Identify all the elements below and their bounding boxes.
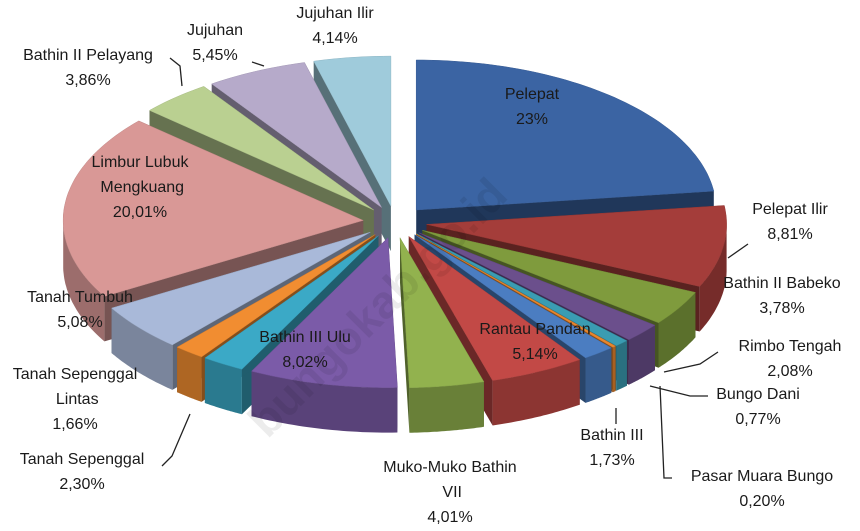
slice-wall [177,347,202,402]
value-label: 4,01% [427,509,472,526]
slice [422,230,696,324]
category-label: Tanah Tumbuh [27,289,133,306]
value-label: 8,02% [282,354,327,371]
slice [313,55,392,207]
category-label: Bathin III [580,427,643,444]
slice-wall [204,358,242,415]
category-label: Pelepat Ilir [752,201,828,218]
slice-wall [612,346,616,393]
slice [414,234,612,359]
value-label: 2,08% [767,363,812,380]
value-label: 4,14% [312,30,357,47]
category-label: Bathin II Pelayang [23,47,153,64]
slice-wall [111,308,173,390]
value-label: 1,73% [589,452,634,469]
slice [111,231,371,346]
value-label: 8,81% [767,226,812,243]
category-label: Bungo Dani [716,386,800,403]
category-label: Pelepat [505,86,560,103]
slice [204,235,379,370]
slice [148,86,374,211]
category-label: Bathin III Ulu [259,329,351,346]
leader-line [727,243,749,259]
category-label: Bathin II Babeko [723,275,841,292]
slice [408,236,581,381]
slice-wall [409,381,484,433]
category-label: Tanah Sepenggal Lintas [13,366,138,408]
slice-wall [492,359,580,426]
slice [426,205,727,287]
value-label: 3,78% [759,300,804,317]
slice [251,237,398,388]
slice [211,62,382,208]
value-label: 0,20% [739,493,784,510]
category-label: Rimbo Tengah [739,338,842,355]
value-label: 0,77% [735,411,780,428]
slice-wall [699,224,727,332]
category-label: Jujuhan Ilir [296,5,374,22]
category-label: Tanah Sepenggal [20,451,145,468]
value-label: 5,45% [192,47,237,64]
slice [415,59,715,211]
leader-line [649,385,708,397]
category-label: Limbur Lubuk Mengkuang [92,154,190,196]
value-label: 3,86% [65,72,110,89]
value-label: 23% [516,111,548,128]
category-label: Muko-Muko Bathin VII [383,459,516,501]
slice [418,232,656,341]
value-label: 2,30% [59,476,104,493]
slice [399,237,485,388]
leader-line [161,413,191,467]
slice [176,234,376,358]
leader-lines [161,57,749,479]
slice [416,233,628,346]
slice-wall [658,292,696,368]
slice-wall [63,220,105,342]
value-label: 5,14% [512,346,557,363]
leader-line [251,61,265,67]
leader-line [659,385,672,479]
slice-wall [585,347,612,403]
slice [415,233,617,348]
category-label: Pasar Muara Bungo [691,468,833,485]
slice-wall [251,371,398,433]
leader-line [663,351,719,373]
category-label: Jujuhan [187,22,243,39]
leader-line [169,57,183,87]
pie [62,55,727,433]
labels: Pelepat 23% Pelepat Ilir 8,81% Bathin II Bab… [13,5,842,526]
slice-wall [628,325,655,385]
slice-side [400,237,410,433]
slice [62,120,364,297]
value-label: 20,01% [113,204,167,221]
category-label: Rantau Pandan [479,321,590,338]
slice-wall [616,340,627,391]
value-label: 1,66% [52,416,97,433]
value-label: 5,08% [57,314,102,331]
